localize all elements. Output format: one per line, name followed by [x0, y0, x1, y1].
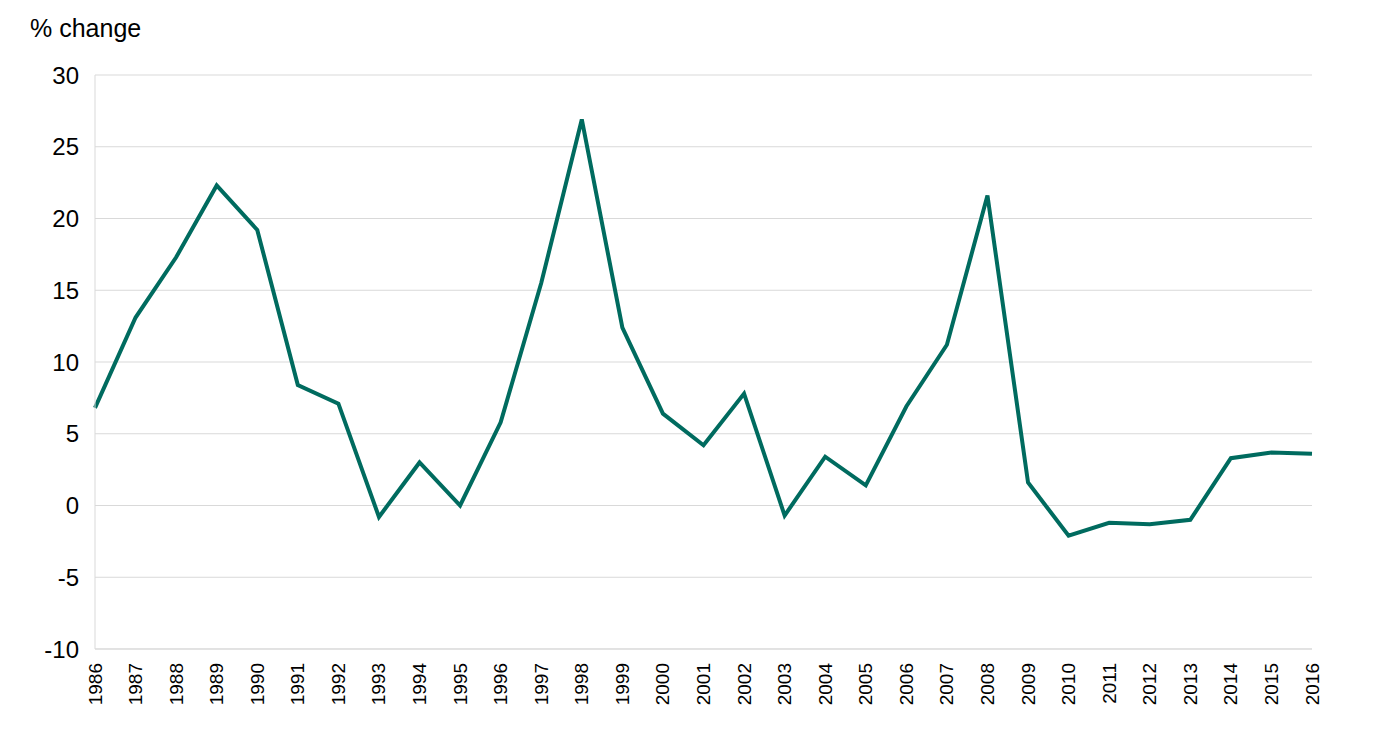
svg-text:30: 30	[52, 62, 79, 89]
svg-text:1989: 1989	[206, 663, 227, 705]
svg-text:1998: 1998	[571, 663, 592, 705]
svg-text:5: 5	[66, 420, 79, 447]
svg-text:2009: 2009	[1018, 663, 1039, 705]
svg-text:2000: 2000	[652, 663, 673, 705]
svg-text:2002: 2002	[734, 663, 755, 705]
svg-text:2016: 2016	[1302, 663, 1323, 705]
svg-text:2004: 2004	[815, 663, 836, 706]
svg-text:2008: 2008	[977, 663, 998, 705]
svg-text:2014: 2014	[1220, 663, 1241, 706]
svg-text:20: 20	[52, 205, 79, 232]
svg-text:1997: 1997	[531, 663, 552, 705]
html-text:% change: % change	[30, 14, 142, 42]
svg-text:1991: 1991	[287, 663, 308, 705]
svg-text:2007: 2007	[936, 663, 957, 705]
svg-text:1987: 1987	[125, 663, 146, 705]
svg-text:15: 15	[52, 277, 79, 304]
svg-text:1996: 1996	[490, 663, 511, 705]
svg-text:2006: 2006	[896, 663, 917, 705]
svg-text:1986: 1986	[85, 663, 106, 705]
svg-text:2010: 2010	[1058, 663, 1079, 705]
svg-text:-10: -10	[44, 636, 79, 663]
svg-text:2001: 2001	[693, 663, 714, 705]
svg-text:10: 10	[52, 349, 79, 376]
svg-text:1988: 1988	[166, 663, 187, 705]
svg-text:2003: 2003	[774, 663, 795, 705]
svg-text:2015: 2015	[1261, 663, 1282, 705]
svg-text:1994: 1994	[409, 663, 430, 706]
svg-text:-5: -5	[58, 564, 79, 591]
svg-text:2005: 2005	[855, 663, 876, 705]
svg-text:0: 0	[66, 492, 79, 519]
svg-text:1995: 1995	[450, 663, 471, 705]
svg-text:2013: 2013	[1180, 663, 1201, 705]
svg-text:1993: 1993	[368, 663, 389, 705]
svg-text:2011: 2011	[1099, 663, 1120, 704]
svg-text:1999: 1999	[612, 663, 633, 705]
svg-text:1992: 1992	[328, 663, 349, 705]
svg-text:1990: 1990	[247, 663, 268, 705]
svg-text:2012: 2012	[1139, 663, 1160, 705]
svg-text:25: 25	[52, 133, 79, 160]
